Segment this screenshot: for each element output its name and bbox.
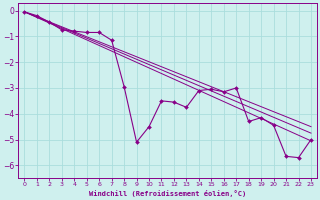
X-axis label: Windchill (Refroidissement éolien,°C): Windchill (Refroidissement éolien,°C) (89, 190, 246, 197)
